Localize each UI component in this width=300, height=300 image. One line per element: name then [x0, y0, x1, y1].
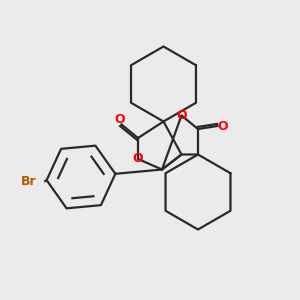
Text: O: O	[176, 109, 187, 122]
Text: O: O	[115, 113, 125, 127]
Text: O: O	[218, 119, 228, 133]
Text: O: O	[133, 152, 143, 166]
Text: Br: Br	[20, 175, 36, 188]
